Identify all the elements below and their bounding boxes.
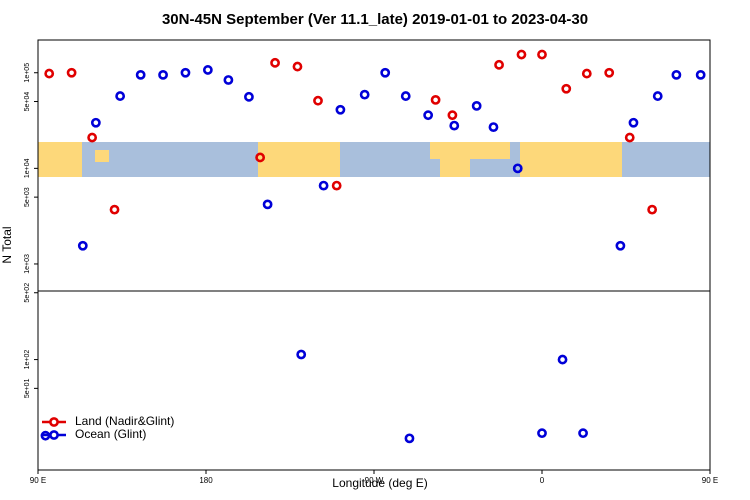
point	[90, 117, 101, 128]
x-axis-label: Longitude (deg E)	[332, 476, 427, 490]
x-tick-label: 90 E	[30, 476, 46, 485]
point	[313, 95, 323, 106]
x-tick-label: 0	[540, 476, 545, 485]
point	[244, 91, 254, 102]
point	[202, 65, 213, 75]
point	[447, 110, 458, 121]
y-tick-label: 5e+01	[24, 378, 31, 398]
point	[292, 61, 303, 72]
y-tick-label: 1e+04	[24, 158, 31, 178]
point	[255, 152, 266, 163]
point	[135, 69, 146, 80]
point	[488, 122, 499, 133]
point	[581, 68, 592, 79]
point	[109, 204, 120, 215]
y-tick-label: 5e+03	[24, 187, 31, 207]
legend-marker	[49, 430, 59, 440]
point	[423, 110, 434, 121]
point	[652, 91, 663, 101]
point	[359, 89, 370, 100]
point	[561, 83, 572, 94]
point	[647, 204, 658, 215]
point	[335, 104, 346, 115]
world-map	[38, 142, 710, 177]
legend-label: Ocean (Glint)	[75, 427, 146, 441]
point	[578, 428, 588, 439]
y-tick-label: 5e+02	[24, 283, 31, 303]
legend-label: Land (Nadir&Glint)	[75, 414, 174, 428]
point	[604, 67, 615, 78]
point	[77, 240, 88, 251]
y-axis-label: N Total	[0, 226, 14, 263]
point	[430, 94, 441, 105]
point	[615, 240, 626, 251]
y-tick-label: 1e+02	[24, 350, 31, 370]
y-tick-label: 1e+05	[24, 63, 31, 83]
plot-frame	[37, 39, 711, 471]
legend-marker	[49, 417, 59, 427]
point	[404, 433, 415, 444]
y-tick-label: 5e+04	[24, 92, 31, 112]
point	[318, 180, 329, 191]
point	[66, 67, 77, 78]
point	[115, 91, 126, 101]
point	[449, 120, 460, 131]
x-tick-label: 90 E	[702, 476, 718, 485]
point	[87, 132, 98, 143]
point	[695, 69, 706, 80]
point	[262, 199, 273, 210]
point	[158, 69, 168, 80]
point	[628, 117, 639, 128]
y-tick-label: 1e+03	[24, 254, 31, 274]
point	[296, 349, 307, 360]
point	[494, 59, 504, 70]
point	[380, 67, 391, 78]
point	[624, 132, 635, 143]
point	[557, 354, 568, 365]
point	[471, 100, 482, 111]
point	[537, 49, 547, 60]
point	[671, 69, 682, 80]
point	[512, 163, 523, 174]
x-tick-label: 90 W	[365, 476, 384, 485]
point	[270, 57, 280, 68]
point	[537, 428, 547, 439]
point	[44, 68, 55, 79]
point	[400, 91, 411, 101]
point	[331, 180, 342, 191]
x-tick-label: 180	[199, 476, 213, 485]
point	[180, 67, 191, 78]
chart-title: 30N-45N September (Ver 11.1_late) 2019-0…	[162, 11, 588, 28]
point	[516, 49, 527, 60]
point	[223, 75, 234, 85]
